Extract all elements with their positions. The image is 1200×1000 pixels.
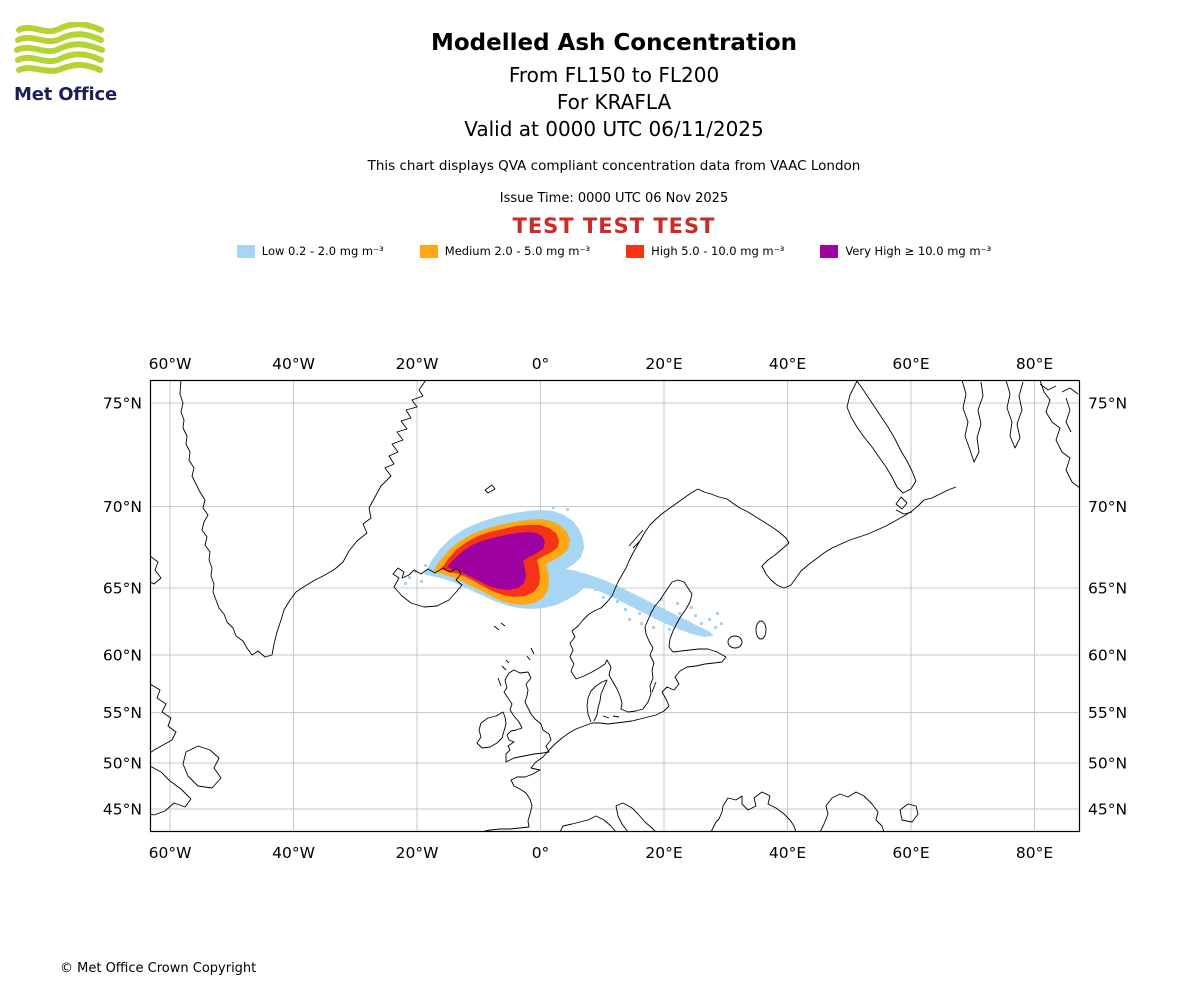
met-office-logo: Met Office: [14, 21, 124, 105]
lon-tick-label: 20°W: [396, 844, 439, 862]
lon-tick-label: 0°: [532, 355, 550, 373]
lat-tick-label: 45°N: [103, 801, 142, 819]
lat-tick-label: 50°N: [103, 755, 142, 773]
lon-tick-label: 40°W: [272, 355, 315, 373]
legend-item-low: Low 0.2 - 2.0 mg m⁻³: [236, 244, 384, 258]
legend-item-high: High 5.0 - 10.0 mg m⁻³: [626, 244, 784, 258]
grid-lines: [150, 380, 1080, 832]
lon-tick-label: 60°E: [892, 844, 929, 862]
lat-tick-label: 65°N: [1088, 580, 1127, 598]
lat-tick-label: 75°N: [103, 395, 142, 413]
lon-tick-label: 60°W: [149, 844, 192, 862]
coast-newfoundland: [182, 745, 222, 789]
legend-item-very-high: Very High ≥ 10.0 mg m⁻³: [820, 244, 991, 258]
coast-western-europe: [482, 722, 593, 832]
coast-arctic-islets: [1039, 383, 1079, 433]
coast-gulf-st-lawrence: [150, 765, 192, 816]
lat-tick-label: 70°N: [1088, 498, 1127, 516]
lat-tick-label: 50°N: [1088, 755, 1127, 773]
coast-black-sea: [710, 791, 797, 832]
coast-aral: [899, 803, 919, 823]
coast-scandinavia-arctic: [569, 486, 957, 680]
lon-tick-label: 20°W: [396, 355, 439, 373]
coast-baffin: [150, 555, 162, 585]
coast-mediterranean-west: [559, 815, 617, 832]
legend-label-high: High 5.0 - 10.0 mg m⁻³: [651, 244, 785, 258]
legend-item-medium: Medium 2.0 - 5.0 mg m⁻³: [419, 244, 591, 258]
legend-label-medium: Medium 2.0 - 5.0 mg m⁻³: [444, 244, 591, 258]
legend-label-very-high: Very High ≥ 10.0 mg m⁻³: [845, 244, 992, 258]
lat-tick-label: 45°N: [1088, 801, 1127, 819]
subtitle-flight-levels: From FL150 to FL200: [508, 63, 720, 87]
issue-time: Issue Time: 0000 UTC 06 Nov 2025: [499, 191, 729, 206]
subtitle-valid-time: Valid at 0000 UTC 06/11/2025: [464, 117, 764, 141]
legend-swatch-medium: [419, 244, 438, 258]
lake-onega: [755, 620, 767, 640]
lon-tick-label: 60°W: [149, 355, 192, 373]
legend-label-low: Low 0.2 - 2.0 mg m⁻³: [261, 244, 384, 258]
coast-great-britain: [503, 669, 552, 763]
coastlines: [150, 380, 1080, 832]
lat-tick-label: 55°N: [103, 704, 142, 722]
lon-tick-label: 40°E: [769, 355, 806, 373]
lat-tick-label: 70°N: [103, 498, 142, 516]
logo-text: Met Office: [14, 84, 118, 105]
lon-tick-label: 20°E: [645, 844, 682, 862]
coast-ireland: [476, 711, 507, 749]
ash-regions: [404, 506, 723, 637]
coast-caspian: [819, 791, 885, 832]
concentration-legend: Low 0.2 - 2.0 mg m⁻³ Medium 2.0 - 5.0 mg…: [14, 244, 1200, 258]
legend-swatch-low: [236, 244, 255, 258]
coast-islands-small: [493, 529, 657, 693]
lon-tick-label: 80°E: [1016, 355, 1053, 373]
lon-tick-label: 0°: [532, 844, 550, 862]
lat-tick-label: 60°N: [103, 647, 142, 665]
lat-tick-label: 75°N: [1088, 395, 1127, 413]
lat-tick-label: 55°N: [1088, 704, 1127, 722]
coast-adriatic: [615, 802, 657, 832]
coast-arctic-gulfs: [961, 380, 1080, 489]
coast-iceland: [392, 567, 463, 608]
map-frame: [149, 379, 1081, 833]
subtitle-volcano: For KRAFLA: [556, 90, 672, 114]
coast-greenland: [179, 380, 427, 658]
copyright-notice: © Met Office Crown Copyright: [60, 961, 257, 976]
lon-tick-label: 60°E: [892, 355, 929, 373]
ash-very-high-region: [447, 532, 545, 590]
lon-tick-label: 20°E: [645, 355, 682, 373]
lake-ladoga: [727, 635, 743, 649]
coast-scandinavia-baltic: [575, 579, 727, 725]
lon-tick-label: 40°W: [272, 844, 315, 862]
legend-swatch-very-high: [820, 244, 839, 258]
lat-tick-label: 60°N: [1088, 647, 1127, 665]
qva-description: This chart displays QVA compliant concen…: [367, 158, 861, 174]
page-title: Modelled Ash Concentration: [430, 30, 798, 56]
lon-tick-label: 40°E: [769, 844, 806, 862]
coast-labrador: [150, 683, 177, 754]
legend-swatch-high: [626, 244, 645, 258]
lon-tick-label: 80°E: [1016, 844, 1053, 862]
axis-labels: 60°W 40°W 20°W 0° 20°E 40°E 60°E 80°E 60…: [103, 355, 1127, 862]
coast-novaya-zemlya: [846, 380, 917, 515]
test-banner: TEST TEST TEST: [512, 214, 716, 238]
coast-denmark: [586, 679, 620, 723]
coast-jan-mayen: [484, 484, 496, 494]
logo-waves-icon: [14, 21, 105, 74]
lat-tick-label: 65°N: [103, 580, 142, 598]
